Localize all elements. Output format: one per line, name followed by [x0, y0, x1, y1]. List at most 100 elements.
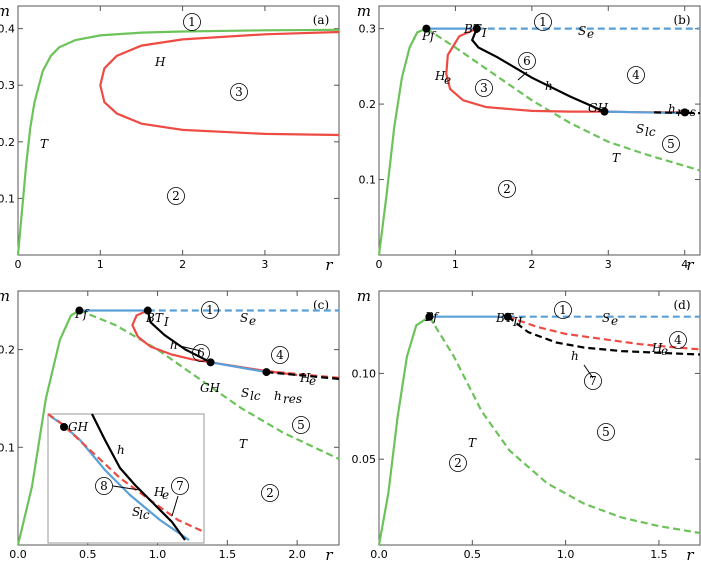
x-tick-label: 0.5: [464, 548, 482, 561]
x-tick-label: 0.0: [370, 548, 388, 561]
region-circle: [261, 484, 279, 502]
region-number: 2: [503, 182, 511, 196]
curve-h: [146, 310, 212, 364]
region-circle: [554, 301, 572, 319]
curve-label: e: [309, 374, 316, 388]
panel-label: (c): [313, 298, 329, 312]
x-tick-label: 1.5: [650, 548, 668, 561]
curve-label: h: [170, 338, 178, 352]
y-tick-label: 0.1: [0, 192, 15, 205]
curve-label: e: [587, 27, 594, 41]
region-number: 5: [602, 425, 610, 439]
curve-label: T: [239, 437, 248, 451]
y-axis-label: m: [357, 2, 371, 20]
curve-label: lc: [250, 389, 261, 403]
curve-t: [16, 28, 340, 256]
region-circle: [534, 13, 552, 31]
region-circle: [518, 52, 536, 70]
x-axis-label: r: [686, 546, 694, 563]
curve-label: S: [602, 311, 610, 325]
curve-t: [78, 309, 340, 460]
point-h-res: [680, 108, 689, 117]
inset: GH h He Slc 7 8: [47, 413, 205, 544]
region-circle: [292, 416, 310, 434]
region-circle: [475, 79, 493, 97]
y-tick-label: 0.2: [0, 136, 15, 149]
region-circle: [584, 372, 602, 390]
curve-label: H: [299, 371, 311, 385]
x-axis-label: r: [325, 546, 333, 563]
region-number: 4: [632, 68, 640, 82]
x-tick-label: 0.5: [79, 548, 97, 561]
inset-label: h: [117, 443, 125, 457]
curve-label: h: [668, 102, 676, 116]
curve-label: BT: [145, 311, 164, 325]
x-tick-label: 1.5: [219, 548, 237, 561]
region-circle: [230, 83, 248, 101]
y-axis-label: m: [0, 287, 10, 305]
region-circle: [183, 13, 201, 31]
region-number: 1: [206, 303, 214, 317]
region-number: 1: [539, 15, 547, 29]
curve-label: e: [611, 314, 618, 328]
inset-label: S: [132, 505, 140, 519]
curve-label: res: [677, 105, 696, 119]
point-gh: [60, 423, 68, 431]
curve-label: h: [274, 389, 282, 403]
region-number: 6: [197, 346, 205, 360]
axes-frame: [378, 5, 701, 256]
inset-label: H: [153, 485, 165, 499]
panel-2: 0.00.51.01.52.00.10.2mr(c)PfBTISehGHSlch…: [0, 287, 340, 563]
region-circle: [167, 187, 185, 205]
point-gh: [600, 107, 609, 116]
curve-label: H: [651, 341, 663, 355]
x-tick-label: 1.0: [149, 548, 167, 561]
point-gh: [206, 358, 215, 367]
region-circle: [597, 423, 615, 441]
x-tick-label: 3: [261, 258, 268, 271]
region-number: 6: [523, 54, 531, 68]
region-number: 5: [667, 137, 675, 151]
region-circle: [449, 454, 467, 472]
region-number: 4: [674, 333, 682, 347]
curve-label: S: [636, 122, 644, 136]
x-tick-label: 1: [452, 258, 459, 271]
curve-label: h: [545, 79, 553, 93]
curve-label: I: [481, 26, 487, 40]
region-circle: [192, 344, 210, 362]
y-axis-label: m: [0, 2, 10, 20]
callout-leader: [517, 71, 528, 81]
inset-label: lc: [139, 508, 150, 522]
curve-label: II: [512, 315, 523, 329]
curve-label: GH: [200, 381, 221, 395]
curve-label: e: [249, 314, 256, 328]
curve-t: [377, 27, 427, 256]
curve-label: GH: [588, 101, 609, 115]
curve-h: [99, 30, 340, 137]
point-pf: [425, 312, 434, 321]
region-number: 8: [100, 479, 108, 493]
x-tick-label: 0: [15, 258, 22, 271]
curve-h: [91, 413, 186, 541]
curve-h: [507, 315, 701, 356]
region-circle: [95, 477, 113, 495]
curve-s-lc: [210, 361, 267, 374]
callout-leader: [112, 485, 141, 491]
y-tick-label: 0.10: [352, 367, 377, 380]
curve-label: Pf: [424, 310, 440, 324]
inset-label: GH: [68, 420, 89, 434]
curve-h: [470, 28, 605, 113]
region-number: 2: [172, 189, 180, 203]
curve-t: [377, 315, 431, 546]
curve-label: lc: [645, 125, 656, 139]
region-circle: [669, 331, 687, 349]
point-bt-i: [143, 306, 152, 315]
curve-label: Pf: [74, 307, 90, 321]
y-tick-label: 0.3: [0, 79, 15, 92]
axes-frame: [17, 290, 340, 546]
region-number: 2: [454, 456, 462, 470]
x-tick-label: 2: [179, 258, 186, 271]
y-tick-label: 0.2: [0, 344, 15, 357]
curve-t: [425, 27, 701, 172]
